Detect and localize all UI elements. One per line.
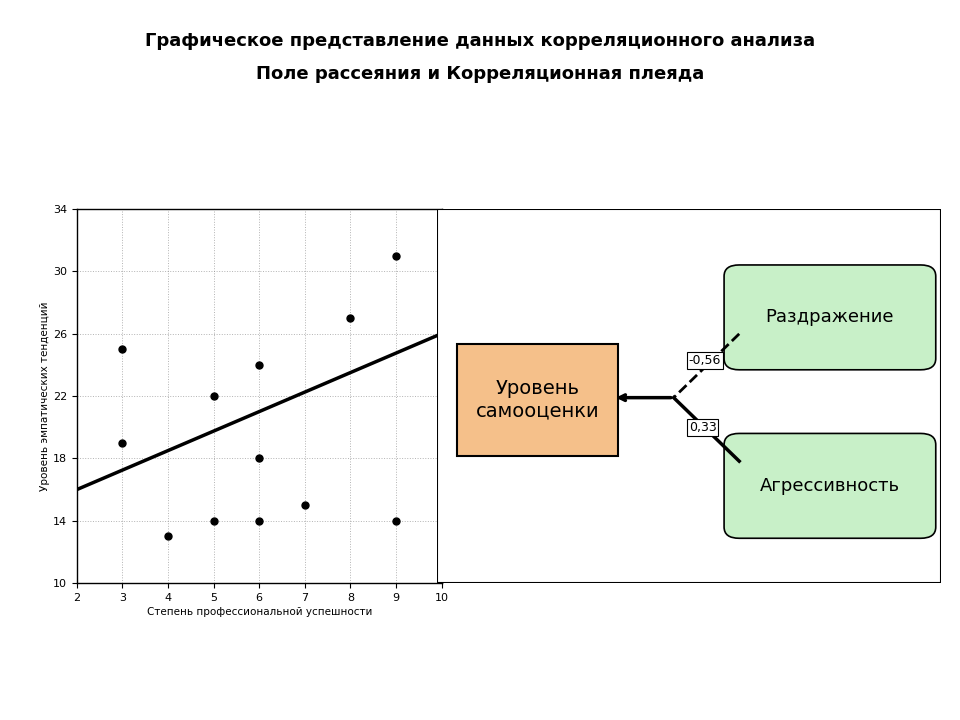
Point	[205, 390, 221, 402]
X-axis label: Степень профессиональной успешности: Степень профессиональной успешности	[147, 607, 372, 617]
Text: Уровень
самооценки: Уровень самооценки	[476, 379, 599, 420]
Point	[252, 359, 267, 371]
Point	[297, 500, 312, 511]
Point	[115, 437, 131, 449]
Text: Графическое представление данных корреляционного анализа: Графическое представление данных корреля…	[145, 32, 815, 50]
Text: Раздражение: Раздражение	[766, 308, 894, 326]
Point	[115, 343, 131, 355]
Text: -0,56: -0,56	[688, 354, 721, 366]
Text: Поле рассеяния и Корреляционная плеяда: Поле рассеяния и Корреляционная плеяда	[256, 65, 704, 83]
Point	[205, 515, 221, 526]
Point	[252, 453, 267, 464]
Y-axis label: Уровень эмпатических тенденций: Уровень эмпатических тенденций	[40, 301, 50, 491]
Point	[252, 515, 267, 526]
Text: Агрессивность: Агрессивность	[760, 477, 900, 495]
FancyBboxPatch shape	[457, 343, 618, 456]
Point	[343, 312, 358, 324]
Point	[160, 531, 176, 542]
Text: 0,33: 0,33	[688, 421, 716, 434]
Point	[388, 515, 403, 526]
Point	[388, 250, 403, 261]
FancyBboxPatch shape	[724, 433, 936, 539]
FancyBboxPatch shape	[724, 265, 936, 370]
